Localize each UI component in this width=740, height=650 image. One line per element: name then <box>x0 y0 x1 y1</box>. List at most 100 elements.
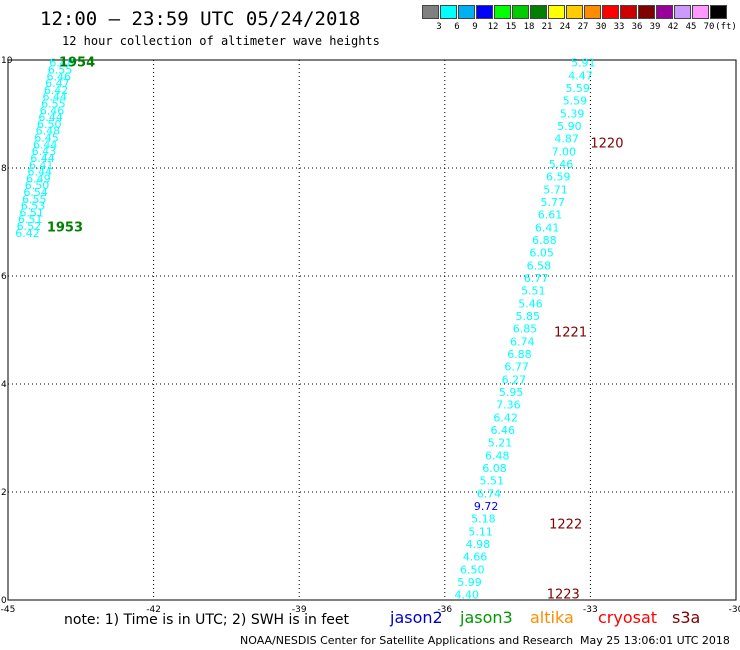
colorbar-label: 45 <box>685 22 697 32</box>
swh-value: 5.99 <box>457 576 482 589</box>
swh-value: 6.41 <box>535 221 560 234</box>
colorbar-swatch <box>566 5 583 19</box>
x-tick-label: -39 <box>292 605 307 615</box>
swh-value: 5.11 <box>468 525 493 538</box>
colorbar-label: 6 <box>454 22 460 32</box>
colorbar-swatch <box>476 5 493 19</box>
swh-value: 6.46 <box>491 424 516 437</box>
pass-time-label: 1953 <box>47 220 83 235</box>
swh-value: 6.48 <box>49 57 74 70</box>
swh-value: 7.00 <box>552 145 577 158</box>
colorbar-label: 30 <box>595 22 607 32</box>
swh-value: 6.43 <box>32 145 57 158</box>
pass-time-label: 1223 <box>547 588 580 603</box>
swh-value: 6.53 <box>21 200 46 213</box>
swh-value: 5.51 <box>479 475 504 488</box>
grid-lines <box>8 60 736 600</box>
swh-value: 5.91 <box>571 57 596 70</box>
colorbar-label: 36 <box>631 22 643 32</box>
generated-timestamp: May 25 13:06:01 UTC 2018 <box>580 634 730 647</box>
swh-value: 6.47 <box>45 77 69 90</box>
colorbar-swatch <box>602 5 619 19</box>
swh-value: 5.71 <box>543 183 568 196</box>
colorbar-swatch <box>494 5 511 19</box>
colorbar-swatch <box>674 5 691 19</box>
colorbar-label: 39 <box>649 22 661 32</box>
swh-value: 6.08 <box>482 462 507 475</box>
swh-value: 6.58 <box>527 259 552 272</box>
satellite-jason3: jason3 <box>460 608 513 627</box>
x-tick-label: -33 <box>583 605 598 615</box>
colorbar-swatch <box>656 5 673 19</box>
satellite-jason2: jason2 <box>390 608 443 627</box>
swh-value: 6.44 <box>28 166 52 179</box>
swh-value: 6.88 <box>532 234 557 247</box>
colorbar-swatch <box>530 5 547 19</box>
x-tick-label: -42 <box>146 605 161 615</box>
pass-time-label: 1954 <box>59 56 95 71</box>
swh-value: 5.90 <box>557 120 582 133</box>
colorbar-swatch <box>422 5 439 19</box>
colorbar-label: 42 <box>667 22 679 32</box>
x-tick-label: -45 <box>1 605 16 615</box>
colorbar-swatch <box>710 5 727 19</box>
x-tick-label: -30 <box>729 605 740 615</box>
swh-value: 6.59 <box>546 171 571 184</box>
swh-value: 6.74 <box>510 335 535 348</box>
colorbar-swatch <box>692 5 709 19</box>
swh-value: 6.42 <box>493 411 518 424</box>
map-subtitle: 12 hour collection of altimeter wave hei… <box>62 34 380 48</box>
swh-value: 5.39 <box>560 107 585 120</box>
colorbar-label: 18 <box>523 22 535 32</box>
y-tick-label: 8 <box>1 164 7 174</box>
colorbar-swatch <box>638 5 655 19</box>
swh-value: 6.74 <box>477 487 502 500</box>
swh-value: 5.21 <box>488 437 512 450</box>
swh-value: 6.61 <box>538 209 563 222</box>
y-tick-label: 2 <box>1 488 7 498</box>
colorbar-unit: (ft) <box>715 22 737 32</box>
pass-time-label: 1220 <box>590 137 623 152</box>
map-title: 12:00 – 23:59 UTC 05/24/2018 <box>40 8 361 30</box>
swh-value: 4.66 <box>463 551 488 564</box>
colorbar-swatch <box>512 5 529 19</box>
swh-value: 6.41 <box>29 159 53 172</box>
swh-value: 5.46 <box>518 297 543 310</box>
swh-value: 6.42 <box>15 227 40 240</box>
y-tick-labels: 0 2 4 6 8 10 <box>1 56 13 606</box>
swh-value: 6.49 <box>26 172 51 185</box>
swh-value: 6.44 <box>33 138 58 151</box>
map-frame <box>7 59 737 601</box>
pass-time-label: 1222 <box>549 517 582 532</box>
swh-value: 6.51 <box>18 213 42 226</box>
swh-value: 4.40 <box>455 589 480 602</box>
satellite-altika: altika <box>530 608 574 627</box>
swh-value: 5.51 <box>521 285 546 298</box>
swh-value: 5.46 <box>549 158 574 171</box>
pass-time-label: 1221 <box>554 326 587 341</box>
satellite-s3a: s3a <box>672 608 701 627</box>
swh-value: 6.50 <box>37 118 62 131</box>
colorbar-label: 21 <box>541 22 553 32</box>
swh-value: 6.55 <box>22 193 47 206</box>
colorbar-label: 24 <box>559 22 571 32</box>
swh-value: 5.59 <box>563 95 588 108</box>
swh-value: 6.51 <box>19 206 44 219</box>
swh-value: 6.44 <box>38 111 63 124</box>
swh-value: 5.59 <box>565 82 590 95</box>
swh-value: 6.44 <box>42 91 66 104</box>
x-tick-labels: -45 -42 -39 -36 -33 -30 <box>1 605 740 615</box>
swh-value: 9.72 <box>474 500 499 513</box>
swh-value: 5.85 <box>516 310 541 323</box>
credit-line: NOAA/NESDIS Center for Satellite Applica… <box>240 634 574 647</box>
satellite-cryosat: cryosat <box>598 608 658 627</box>
colorbar-swatch <box>440 5 457 19</box>
swh-value: 6.50 <box>460 563 485 576</box>
colorbar-swatch <box>548 5 565 19</box>
swh-value: 6.55 <box>48 64 73 77</box>
swh-value: 6.88 <box>507 348 532 361</box>
colorbar-label: 70 <box>703 22 715 32</box>
colorbar-label: 12 <box>487 22 499 32</box>
swh-value: 6.46 <box>47 70 71 83</box>
